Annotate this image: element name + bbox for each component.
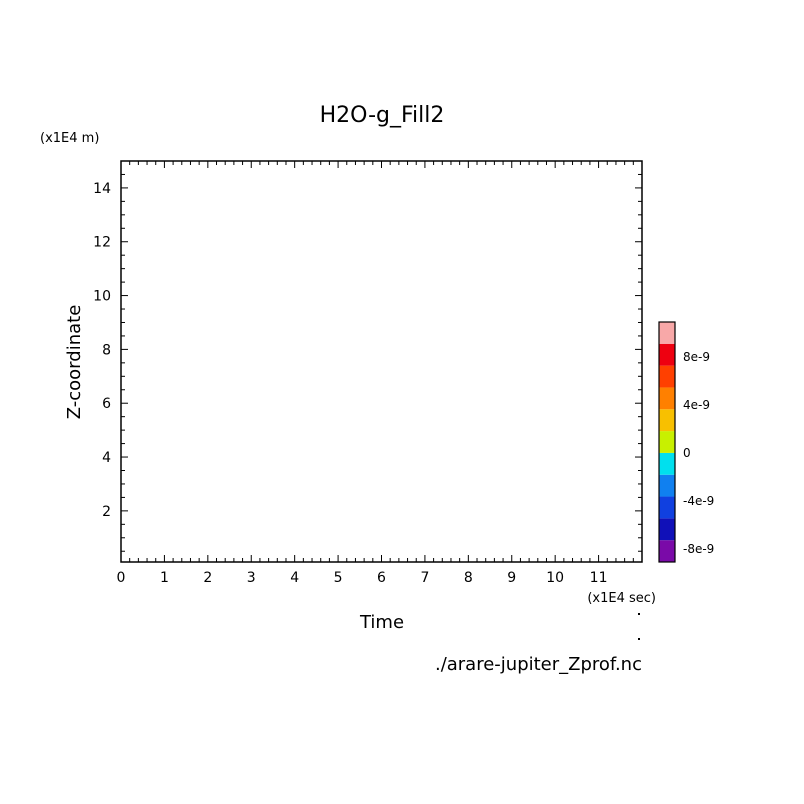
x-tick-label: 1 <box>160 570 169 586</box>
x-tick-label: 10 <box>546 570 564 586</box>
colorbar-label: 4e-9 <box>683 398 710 412</box>
y-axis-title: Z-coordinate <box>64 305 85 420</box>
colorbar-segment <box>659 474 675 497</box>
x-axis: 0 1 2 3 4 5 6 7 8 9 10 11 <box>117 161 643 586</box>
source-file-label: ./arare-jupiter_Zprof.nc <box>435 654 642 675</box>
x-tick-label: 5 <box>334 570 343 586</box>
marker-dot-2 <box>638 638 640 640</box>
chart-title: H2O-g_Fill2 <box>320 103 445 128</box>
colorbar-segment <box>659 409 675 432</box>
y-tick-label: 8 <box>102 342 111 358</box>
x-tick-label: 0 <box>117 570 126 586</box>
colorbar-segment <box>659 322 675 344</box>
colorbar-label: -4e-9 <box>683 494 714 508</box>
colorbar-segment <box>659 343 675 366</box>
y-tick-label: 12 <box>93 235 111 251</box>
colorbar-segment <box>659 540 675 562</box>
colorbar-segment <box>659 518 675 541</box>
x-tick-label: 4 <box>290 570 299 586</box>
x-unit-label: (x1E4 sec) <box>587 591 656 606</box>
y-tick-label: 14 <box>93 181 111 197</box>
y-tick-label: 2 <box>102 504 111 520</box>
colorbar-segment <box>659 365 675 388</box>
y-tick-label: 6 <box>102 396 111 412</box>
x-tick-label: 2 <box>203 570 212 586</box>
y-unit-label: (x1E4 m) <box>40 131 99 146</box>
colorbar-label: -8e-9 <box>683 542 714 556</box>
x-axis-title: Time <box>359 612 404 633</box>
x-tick-label: 7 <box>420 570 429 586</box>
plot-area <box>120 160 643 563</box>
x-tick-label: 3 <box>247 570 256 586</box>
y-axis: 2 4 6 8 10 12 14 <box>93 160 642 552</box>
plot-frame <box>120 160 643 563</box>
x-tick-label: 9 <box>507 570 516 586</box>
x-tick-label: 6 <box>377 570 386 586</box>
x-tick-label: 11 <box>590 570 608 586</box>
y-tick-label: 4 <box>102 450 111 466</box>
colorbar-label: 8e-9 <box>683 350 710 364</box>
y-tick-label: 10 <box>93 289 111 305</box>
colorbar: -8e-9 -4e-9 0 4e-9 8e-9 <box>658 321 714 563</box>
colorbar-segment <box>659 496 675 519</box>
colorbar-frame <box>658 321 676 563</box>
marker-dot-1 <box>638 613 640 615</box>
colorbar-label: 0 <box>683 446 691 460</box>
colorbar-segment <box>659 387 675 410</box>
colorbar-segment <box>659 452 675 475</box>
x-tick-label: 8 <box>464 570 473 586</box>
colorbar-segment <box>659 431 675 453</box>
